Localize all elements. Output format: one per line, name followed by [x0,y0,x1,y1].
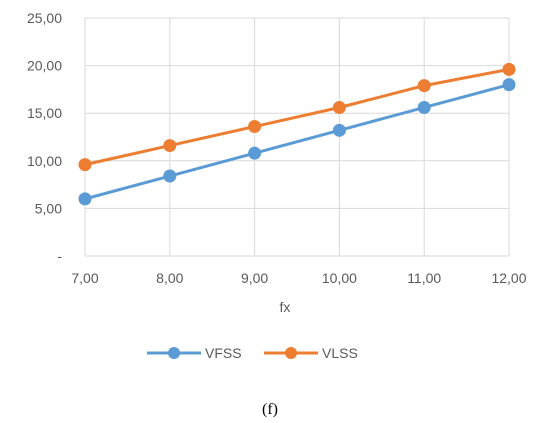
figure-caption: (f) [262,401,278,418]
gridlines [84,17,510,257]
legend-marker-vlss [285,347,297,359]
data-point-vlss [502,62,516,76]
data-point-vlss [248,120,262,134]
series-line-vlss [84,67,510,167]
x-tick-label: 8,00 [156,270,183,286]
data-point-vlss [78,158,92,172]
data-point-vfss [78,192,92,206]
data-point-vfss [332,123,346,137]
y-tick-label: 10,00 [27,153,62,169]
series-line-vfss [84,83,510,201]
y-tick-label: 20,00 [27,58,62,74]
series-group [78,62,516,206]
x-tick-label: 12,00 [491,270,526,286]
legend-label-vfss: VFSS [205,345,242,361]
x-tick-label: 7,00 [71,270,98,286]
x-axis-label: fx [280,299,291,315]
y-tick-label: 25,00 [27,10,62,26]
y-tick-label: 5,00 [35,200,62,216]
legend: VFSS VLSS [147,345,358,361]
data-point-vfss [248,146,262,160]
legend-label-vlss: VLSS [322,345,358,361]
x-axis-ticks: 7,00 8,00 9,00 10,00 11,00 12,00 [71,270,526,286]
data-point-vlss [163,139,177,153]
x-tick-label: 10,00 [322,270,357,286]
data-point-vlss [332,100,346,114]
data-point-vfss [163,169,177,183]
y-tick-label: 15,00 [27,105,62,121]
y-tick-label: - [57,248,62,264]
legend-marker-vfss [168,347,180,359]
x-tick-label: 11,00 [407,270,441,286]
data-point-vlss [417,79,431,93]
x-tick-label: 9,00 [241,270,268,286]
data-point-vfss [417,100,431,114]
data-point-vfss [502,78,516,92]
y-axis-ticks: - 5,00 10,00 15,00 20,00 25,00 [27,10,62,264]
